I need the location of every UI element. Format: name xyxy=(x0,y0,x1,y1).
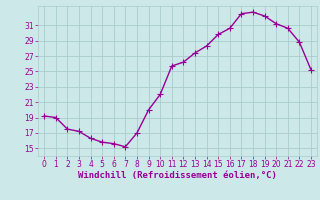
X-axis label: Windchill (Refroidissement éolien,°C): Windchill (Refroidissement éolien,°C) xyxy=(78,171,277,180)
